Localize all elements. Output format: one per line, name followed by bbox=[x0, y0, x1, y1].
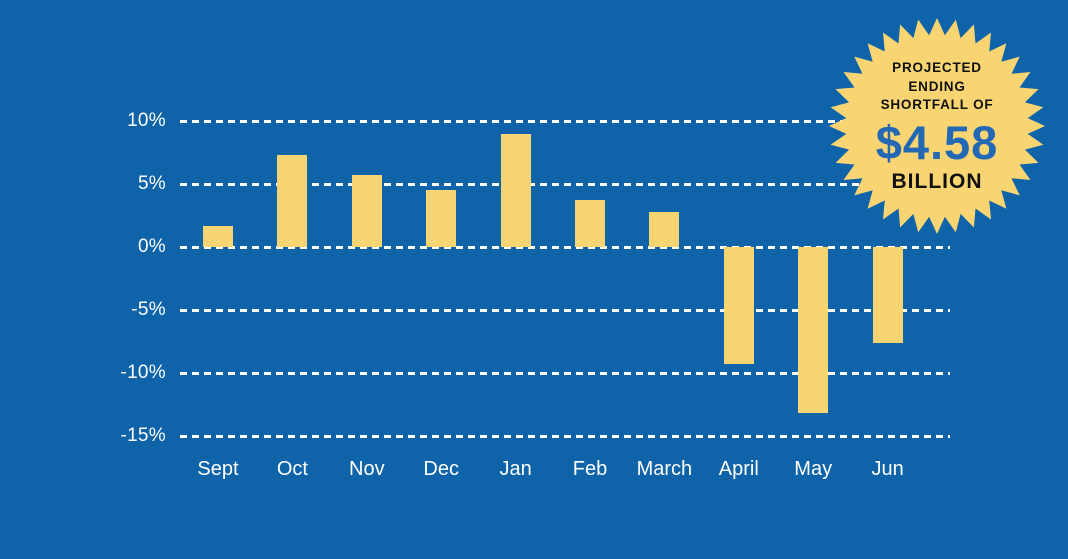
bar-jun bbox=[872, 247, 903, 343]
x-label-sept: Sept bbox=[197, 458, 239, 480]
bar-sept bbox=[203, 225, 233, 247]
starburst-icon bbox=[829, 18, 1045, 234]
shortfall-badge: PROJECTED ENDING SHORTFALL OF $4.58 BILL… bbox=[827, 16, 1047, 236]
x-label-feb: Feb bbox=[572, 458, 608, 480]
bar-nov bbox=[351, 175, 382, 247]
x-label-nov: Nov bbox=[349, 458, 385, 480]
gridline-10 bbox=[180, 119, 950, 123]
gridline-0 bbox=[180, 245, 950, 249]
bar-april bbox=[723, 247, 754, 365]
x-label-dec: Dec bbox=[423, 458, 459, 480]
badge-amount: $4.58 bbox=[875, 115, 999, 169]
x-label-may: May bbox=[794, 458, 833, 480]
bar-jan bbox=[500, 133, 531, 247]
y-tick--5: -5% bbox=[131, 299, 166, 320]
gridline--10 bbox=[180, 371, 950, 375]
y-tick--15: -15% bbox=[120, 425, 166, 446]
x-label-oct: Oct bbox=[276, 458, 308, 480]
bar-dec bbox=[426, 190, 457, 247]
y-tick--10: -10% bbox=[120, 362, 166, 383]
badge-unit-label: BILLION bbox=[891, 169, 983, 193]
y-tick-5: 5% bbox=[137, 173, 166, 194]
y-tick-10: 10% bbox=[127, 110, 166, 131]
x-label-jun: Jun bbox=[871, 458, 904, 480]
x-label-march: March bbox=[636, 458, 693, 480]
gridline--15 bbox=[180, 434, 950, 438]
bar-march bbox=[649, 211, 680, 247]
x-label-jan: Jan bbox=[499, 458, 532, 480]
badge-heading-line-3: SHORTFALL OF bbox=[880, 97, 994, 113]
gridline-5 bbox=[180, 182, 950, 186]
bar-oct bbox=[277, 155, 308, 247]
badge-heading-line-1: PROJECTED bbox=[892, 60, 982, 76]
badge-text-block: PROJECTED ENDING SHORTFALL OF $4.58 BILL… bbox=[827, 16, 1047, 236]
bar-feb bbox=[575, 200, 605, 247]
x-label-april: April bbox=[718, 458, 759, 480]
y-tick-0: 0% bbox=[137, 236, 166, 257]
bar-may bbox=[798, 247, 829, 414]
badge-heading-line-2: ENDING bbox=[908, 78, 966, 94]
gridline--5 bbox=[180, 308, 950, 312]
